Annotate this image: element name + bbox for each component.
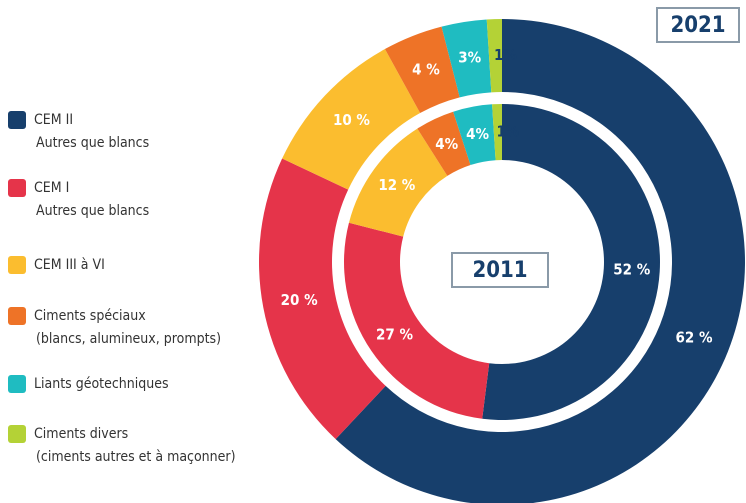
donut-slice (384, 26, 460, 114)
value-label: 1% (494, 46, 517, 64)
legend-label: Liants géotechniques (34, 376, 169, 392)
legend-detail: (blancs, alumineux, prompts) (36, 331, 221, 347)
legend-detail: Autres que blancs (36, 203, 149, 219)
value-label: 20 % (281, 291, 318, 309)
legend-label: CEM II (34, 112, 73, 128)
legend-label: Ciments spéciaux (34, 308, 146, 324)
donut-slice (348, 128, 448, 237)
value-label: 10 % (333, 111, 370, 129)
legend-label: Ciments divers (34, 426, 128, 442)
value-label: 4% (466, 125, 489, 143)
donut-slice (417, 111, 471, 176)
donut-slice (259, 158, 386, 440)
chart-title: 2021 (670, 13, 725, 38)
chart-title: 2011 (472, 258, 527, 283)
legend-detail: Autres que blancs (36, 135, 149, 151)
value-label: 27 % (376, 326, 413, 344)
legend-swatch (8, 307, 26, 325)
legend-swatch (8, 111, 26, 129)
legend-swatch (8, 256, 26, 274)
donut-slice (486, 19, 502, 93)
legend-label: CEM I (34, 180, 69, 196)
value-label: 1% (496, 123, 519, 141)
legend-label: CEM III à VI (34, 257, 105, 273)
value-label: 62 % (675, 329, 712, 347)
value-label: 4% (435, 135, 458, 153)
legend-swatch (8, 375, 26, 393)
value-label: 12 % (378, 176, 415, 194)
value-label: 52 % (613, 261, 650, 279)
donut-slice (453, 104, 496, 165)
donut-slice (441, 19, 492, 98)
title-box (656, 7, 740, 43)
legend-swatch (8, 179, 26, 197)
donut-slice (482, 104, 660, 420)
donut-slice (282, 49, 421, 190)
title-box (451, 252, 549, 288)
donut-slice (492, 104, 502, 161)
value-label: 3% (458, 49, 481, 67)
value-label: 4 % (412, 61, 440, 79)
legend-swatch (8, 425, 26, 443)
donut-slice (335, 19, 745, 503)
donut-slice (344, 222, 490, 419)
legend-detail: (ciments autres et à maçonner) (36, 449, 236, 465)
